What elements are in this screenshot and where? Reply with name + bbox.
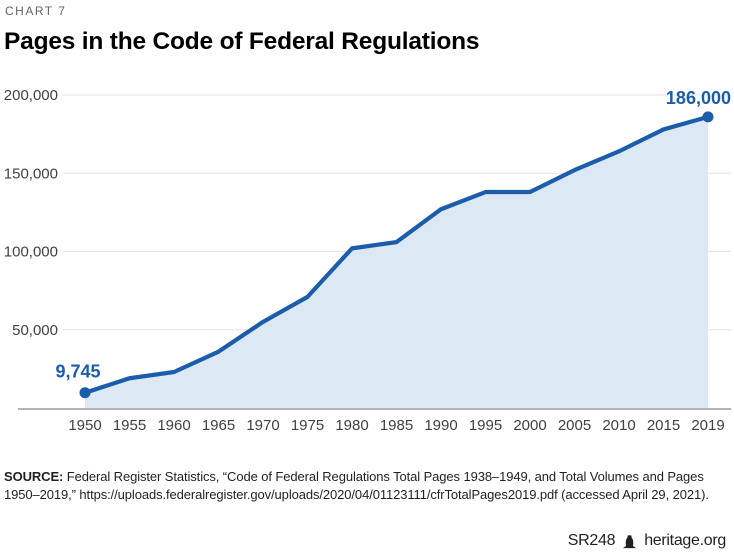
source-note: SOURCE: Federal Register Statistics, “Co… — [4, 468, 730, 504]
y-axis-label: 150,000 — [4, 165, 58, 182]
trend-line — [82, 114, 711, 395]
x-axis-label: 1985 — [380, 417, 413, 434]
x-axis-label: 1955 — [113, 417, 146, 434]
x-axis-label: 1990 — [424, 417, 457, 434]
chart-canvas: 50,000 100,000 150,000 200,000 1950 1955 1960 1… — [4, 87, 731, 434]
source-label: SOURCE: — [4, 469, 64, 484]
x-axis-label: 1965 — [202, 417, 235, 434]
value-label-last: 186,000 — [666, 88, 731, 108]
x-axis-label: 1975 — [291, 417, 324, 434]
footer: SR248 heritage.org — [567, 532, 727, 550]
x-axis-label: 2015 — [647, 417, 680, 434]
x-axis-label: 1950 — [68, 417, 101, 434]
heritage-bell-icon — [621, 534, 638, 549]
x-axis-label: 2010 — [602, 417, 635, 434]
x-axis-label: 1980 — [335, 417, 368, 434]
source-text: Federal Register Statistics, “Code of Fe… — [4, 469, 709, 503]
site-link: heritage.org — [644, 532, 726, 549]
data-point-dot — [79, 387, 91, 399]
x-axis-label: 1970 — [246, 417, 279, 434]
x-axis-label: 2000 — [513, 417, 546, 434]
x-axis-label: 2019 — [691, 417, 724, 434]
report-id: SR248 — [567, 532, 616, 549]
value-label-first: 9,745 — [55, 362, 100, 382]
x-axis-label: 1995 — [469, 417, 502, 434]
y-axis-label: 200,000 — [4, 87, 58, 104]
data-point-dot — [702, 111, 714, 123]
y-axis-label: 50,000 — [12, 322, 58, 339]
x-axis-label: 1960 — [157, 417, 190, 434]
page-title: Pages in the Code of Federal Regulations — [4, 28, 480, 55]
x-axis-label: 2005 — [558, 417, 591, 434]
area-fill — [85, 116, 708, 408]
y-axis-label: 100,000 — [4, 244, 58, 261]
chart-kicker: CHART 7 — [5, 4, 67, 18]
